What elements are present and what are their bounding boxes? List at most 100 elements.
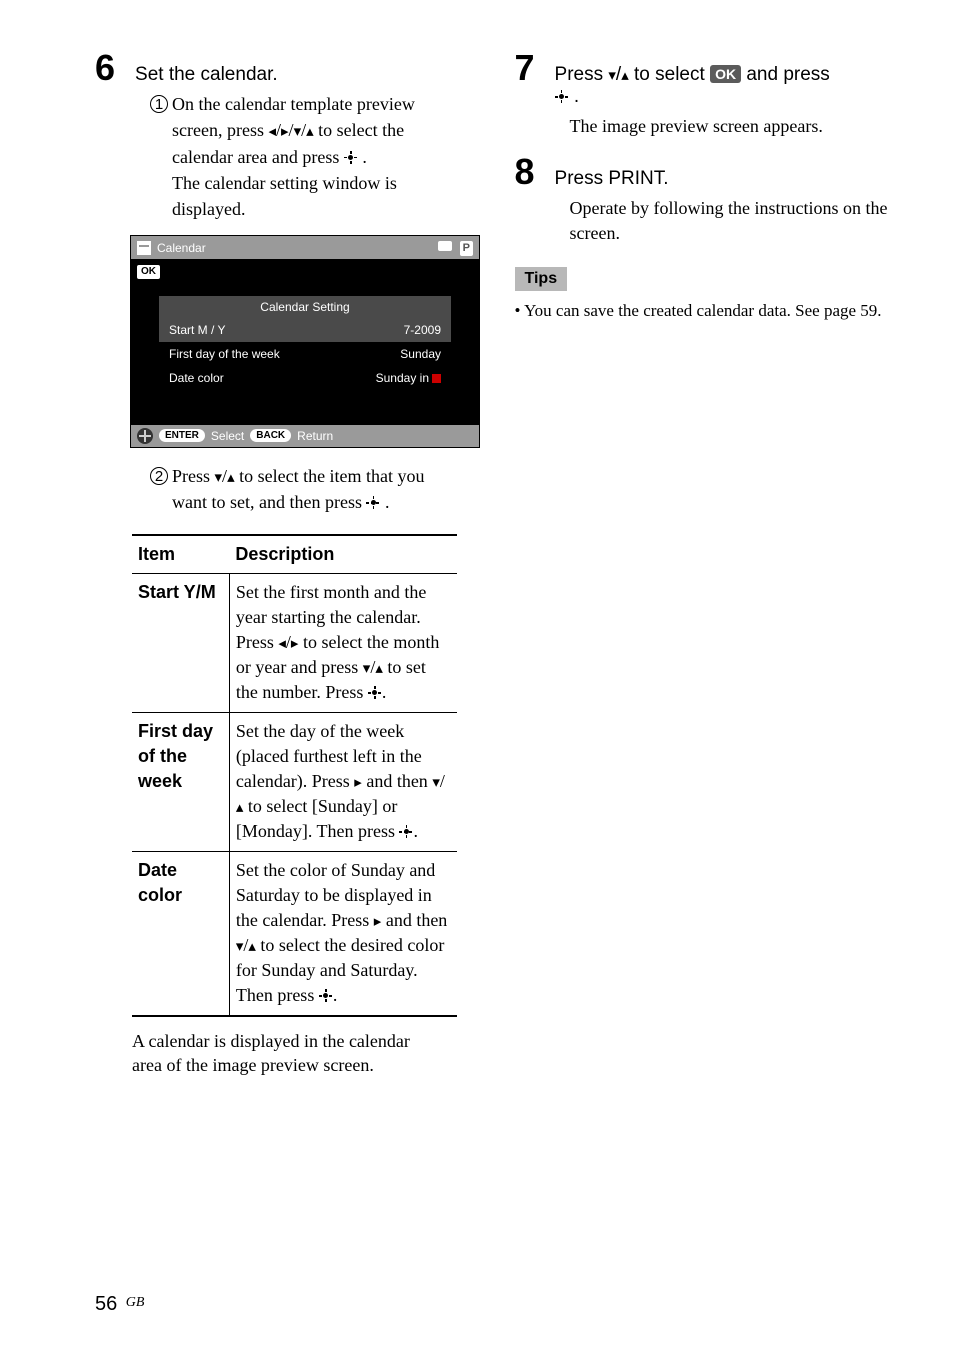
cell-key: Start Y/M	[132, 573, 229, 712]
table-row: Start Y/M Set the first month and the ye…	[132, 573, 457, 712]
cell-key: Date color	[132, 851, 229, 1016]
arrow-down-icon: ▾	[236, 938, 244, 955]
step-7-number: 7	[515, 50, 535, 86]
text: The image preview screen appears.	[570, 116, 823, 136]
tip-item: • You can save the created calendar data…	[515, 299, 895, 323]
cell: 7-2009	[336, 318, 451, 342]
calendar-setting-table: Start M / Y 7-2009 First day of the week…	[159, 318, 451, 391]
step-6-body: 1 On the calendar template preview scree…	[150, 92, 475, 223]
arrow-right-icon: ▸	[281, 123, 289, 140]
enter-icon	[366, 496, 380, 510]
shot-footer: ENTER Select BACK Return	[131, 425, 479, 447]
table-row: Date color Set the color of Sunday and S…	[132, 851, 457, 1016]
page-region: GB	[126, 1295, 145, 1310]
cell: First day of the week	[159, 342, 336, 366]
arrow-up-icon: ▴	[621, 67, 629, 84]
text: calendar area and press	[172, 147, 344, 167]
arrow-down-icon: ▾	[608, 67, 616, 84]
arrow-right-icon: ▸	[354, 774, 362, 791]
screenshot-wrap: Calendar P OK Calendar Setting	[150, 235, 475, 447]
text: screen, press	[172, 120, 268, 140]
enter-icon	[319, 989, 333, 1003]
arrow-down-icon: ▾	[294, 123, 302, 140]
arrow-down-icon: ▾	[363, 660, 371, 677]
right-column: 7 Press ▾/▴ to select OK and press . The…	[515, 50, 895, 1077]
ok-badge-icon: OK	[710, 65, 741, 83]
text: Return	[297, 428, 333, 444]
after-table-note: A calendar is displayed in the calendar …	[132, 1029, 475, 1078]
header-item: Item	[132, 535, 229, 573]
text: area of the image preview screen.	[132, 1055, 374, 1075]
text: displayed.	[172, 199, 246, 219]
circled-2-icon: 2	[150, 467, 168, 485]
shot-titlebar: Calendar P	[131, 236, 479, 259]
cell: Sunday in	[336, 366, 451, 390]
ok-pill: OK	[137, 265, 160, 279]
text: Press	[172, 466, 215, 486]
cell-key: First day of the week	[132, 712, 229, 851]
arrow-down-icon: ▾	[432, 774, 440, 791]
text: On the calendar template preview	[172, 94, 415, 114]
enter-icon	[368, 686, 382, 700]
item-description-table: Item Description Start Y/M Set the first…	[132, 534, 457, 1016]
arrow-up-icon: ▴	[248, 938, 256, 955]
tips-label: Tips	[515, 267, 568, 291]
step-6-title: Set the calendar.	[135, 64, 278, 86]
left-column: 6 Set the calendar. 1 On the calendar te…	[95, 50, 475, 1077]
step-7-body: The image preview screen appears.	[570, 114, 895, 138]
shot-main: Calendar Setting Start M / Y 7-2009 Firs…	[131, 282, 479, 425]
text: A calendar is displayed in the calendar	[132, 1031, 410, 1051]
enter-icon	[555, 90, 569, 104]
text: Select	[211, 428, 244, 444]
shot-subbar: OK	[131, 259, 479, 282]
back-pill: BACK	[250, 429, 291, 443]
cell-desc: Set the day of the week (placed furthest…	[229, 712, 456, 851]
text: to select the item that you	[235, 466, 425, 486]
red-square-icon	[432, 374, 441, 383]
step-7-title: Press ▾/▴ to select OK and press .	[555, 64, 830, 108]
text: to select the	[314, 120, 404, 140]
header-description: Description	[229, 535, 456, 573]
enter-icon	[399, 825, 413, 839]
page: 6 Set the calendar. 1 On the calendar te…	[0, 0, 954, 1352]
step-8-title: Press PRINT.	[555, 168, 669, 190]
content-columns: 6 Set the calendar. 1 On the calendar te…	[95, 50, 894, 1077]
shot-title: Calendar	[157, 240, 206, 256]
cell: Date color	[159, 366, 336, 390]
enter-pill: ENTER	[159, 429, 205, 443]
table-row: First day of the week Sunday	[159, 342, 451, 366]
step-6-sub2-text: Press ▾/▴ to select the item that you wa…	[172, 464, 475, 517]
step-6-sub2: 2 Press ▾/▴ to select the item that you …	[150, 464, 475, 517]
cell: Sunday	[336, 342, 451, 366]
circled-1-icon: 1	[150, 95, 168, 113]
step-8: 8 Press PRINT.	[515, 154, 895, 190]
step-8-body: Operate by following the instructions on…	[570, 196, 895, 245]
arrow-down-icon: ▾	[215, 469, 223, 486]
dpad-icon	[137, 428, 153, 444]
arrow-up-icon: ▴	[375, 660, 383, 677]
step-6-sub1: 1 On the calendar template preview scree…	[150, 92, 475, 223]
step-6-sub2-wrap: 2 Press ▾/▴ to select the item that you …	[150, 464, 475, 517]
calendar-setting-header: Calendar Setting	[159, 296, 451, 318]
page-number: 56	[95, 1293, 117, 1315]
arrow-up-icon: ▴	[227, 469, 235, 486]
tips-section: Tips • You can save the created calendar…	[515, 247, 895, 323]
table-row: Start M / Y 7-2009	[159, 318, 451, 342]
step-6: 6 Set the calendar.	[95, 50, 475, 86]
step-6-number: 6	[95, 50, 115, 86]
arrow-up-icon: ▴	[306, 123, 314, 140]
text: The calendar setting window is	[172, 173, 397, 193]
p-indicator: P	[460, 241, 473, 256]
text: .	[385, 492, 390, 512]
text: .	[362, 147, 367, 167]
arrow-left-icon: ◂	[268, 123, 276, 140]
desc-table-wrap: Item Description Start Y/M Set the first…	[150, 534, 475, 1016]
enter-icon	[344, 151, 358, 165]
step-6-sub1-text: On the calendar template preview screen,…	[172, 92, 475, 223]
cell: Start M / Y	[159, 318, 336, 342]
battery-icon	[438, 241, 452, 251]
text: Operate by following the instructions on…	[570, 198, 888, 242]
arrow-left-icon: ◂	[278, 635, 286, 652]
table-header-row: Item Description	[132, 535, 457, 573]
step-7: 7 Press ▾/▴ to select OK and press .	[515, 50, 895, 108]
